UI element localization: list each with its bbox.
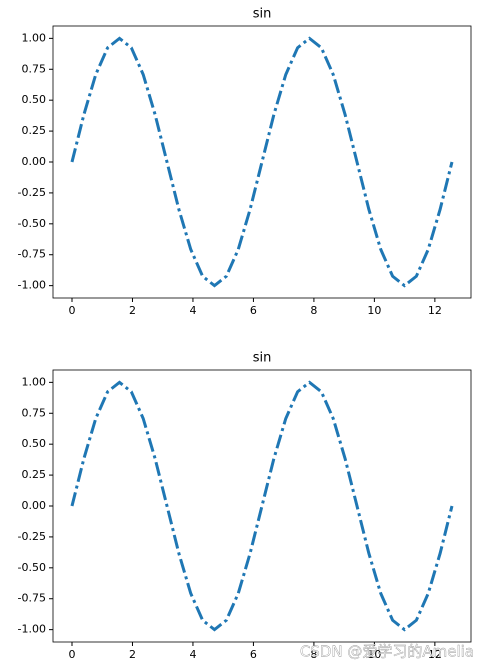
y-tick-label: -0.25 <box>18 530 46 543</box>
x-tick-label: 0 <box>68 648 75 661</box>
x-tick-label: 2 <box>129 648 136 661</box>
x-tick-label: 6 <box>250 648 257 661</box>
y-tick-label: 0.50 <box>22 437 47 450</box>
chart-title: sin <box>253 351 272 366</box>
y-tick-label: 0.75 <box>22 406 47 419</box>
watermark: CSDN @爱学习的Amelia <box>300 643 474 661</box>
y-tick-label: 1.00 <box>22 31 47 44</box>
x-tick-label: 10 <box>367 304 381 317</box>
axes-frame <box>52 369 472 643</box>
x-tick-label: 12 <box>428 304 442 317</box>
y-tick-label: 0.50 <box>22 93 47 106</box>
y-tick-label: -0.50 <box>18 217 46 230</box>
axes-frame <box>52 25 472 299</box>
y-tick-label: -1.00 <box>18 279 46 292</box>
x-tick-label: 0 <box>68 304 75 317</box>
x-tick-label: 8 <box>310 648 317 661</box>
x-tick-label: 8 <box>310 304 317 317</box>
chart-title: sin <box>253 7 272 22</box>
y-tick-label: 0.00 <box>22 499 47 512</box>
data-line <box>70 36 454 288</box>
x-tick-label: 6 <box>250 304 257 317</box>
y-tick-label: -0.50 <box>18 561 46 574</box>
x-tick-label: 12 <box>428 648 442 661</box>
y-tick-label: -0.75 <box>18 248 46 261</box>
y-tick-label: 0.00 <box>22 155 47 168</box>
y-tick-label: -0.25 <box>18 186 46 199</box>
y-tick-label: 1.00 <box>22 375 47 388</box>
y-tick-label: 0.25 <box>22 468 47 481</box>
x-tick-label: 2 <box>129 304 136 317</box>
x-tick-label: 4 <box>189 648 196 661</box>
y-tick-label: -0.75 <box>18 592 46 605</box>
y-tick-label: -1.00 <box>18 623 46 636</box>
x-tick-label: 10 <box>367 648 381 661</box>
data-line <box>70 380 454 632</box>
y-tick-label: 0.25 <box>22 124 47 137</box>
x-tick-label: 4 <box>189 304 196 317</box>
y-tick-label: 0.75 <box>22 62 47 75</box>
